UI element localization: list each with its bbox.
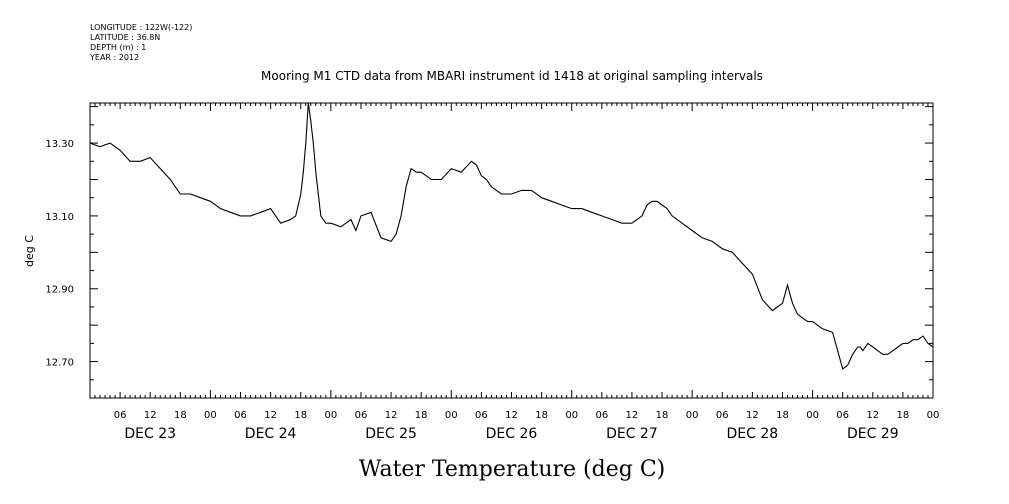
x-tick-label: 18 [294, 410, 307, 421]
x-tick-label: 12 [144, 410, 157, 421]
metadata-block: LONGITUDE : 122W(-122) LATITUDE : 36.8N … [89, 23, 192, 62]
x-day-label: DEC 28 [727, 426, 779, 442]
x-day-label: DEC 23 [124, 426, 176, 442]
x-tick-label: 06 [114, 410, 127, 421]
x-tick-label: 18 [656, 410, 669, 421]
x-tick-label: 12 [866, 410, 879, 421]
y-tick-label: 12.90 [45, 285, 74, 296]
series-line-water-temperature [89, 102, 934, 370]
x-tick-label: 06 [836, 410, 849, 421]
x-axis-title: Water Temperature (deg C) [359, 457, 666, 482]
y-tick-labels: 13.30 13.10 12.90 12.70 [45, 139, 74, 369]
meta-longitude: LONGITUDE : 122W(-122) [90, 23, 192, 32]
x-tick-label: 18 [897, 410, 910, 421]
meta-year: YEAR : 2012 [89, 53, 139, 62]
x-tick-label: 06 [234, 410, 247, 421]
x-tick-label: 00 [806, 410, 819, 421]
x-tick-label: 12 [626, 410, 639, 421]
x-tick-label: 12 [264, 410, 277, 421]
x-tick-label: 00 [686, 410, 699, 421]
y-tick-label: 13.30 [45, 139, 74, 150]
y-axis-label: deg C [23, 235, 36, 267]
x-tick-label: 18 [776, 410, 789, 421]
x-tick-label: 00 [324, 410, 337, 421]
x-tick-label: 06 [716, 410, 729, 421]
y-tick-label: 13.10 [45, 212, 74, 223]
x-tick-label: 18 [535, 410, 548, 421]
plot-frame [89, 102, 934, 399]
x-tick-label: 06 [355, 410, 368, 421]
x-tick-label: 12 [385, 410, 398, 421]
x-tick-label: 06 [475, 410, 488, 421]
x-tick-label: 00 [445, 410, 458, 421]
meta-latitude: LATITUDE : 36.8N [90, 33, 160, 42]
x-tick-labels: 06 12 18 00 06 12 18 00 06 12 18 00 06 12 18 00 06 12 18 00… [114, 410, 940, 442]
chart-title: Mooring M1 CTD data from MBARI instrumen… [261, 69, 763, 83]
x-tick-label: 18 [174, 410, 187, 421]
meta-depth: DEPTH (m) : 1 [90, 43, 146, 52]
x-day-label: DEC 29 [847, 426, 899, 442]
x-tick-label: 00 [204, 410, 217, 421]
y-tick-label: 12.70 [45, 358, 74, 369]
x-day-label: DEC 24 [245, 426, 297, 442]
x-day-label: DEC 27 [606, 426, 658, 442]
x-day-label: DEC 25 [365, 426, 417, 442]
x-tick-label: 00 [565, 410, 578, 421]
x-tick-label: 12 [505, 410, 518, 421]
x-tick-label: 12 [746, 410, 759, 421]
x-tick-label: 18 [415, 410, 428, 421]
x-tick-label: 06 [595, 410, 608, 421]
x-day-label: DEC 26 [486, 426, 538, 442]
axis-ticks [89, 103, 934, 399]
x-tick-label: 00 [927, 410, 940, 421]
